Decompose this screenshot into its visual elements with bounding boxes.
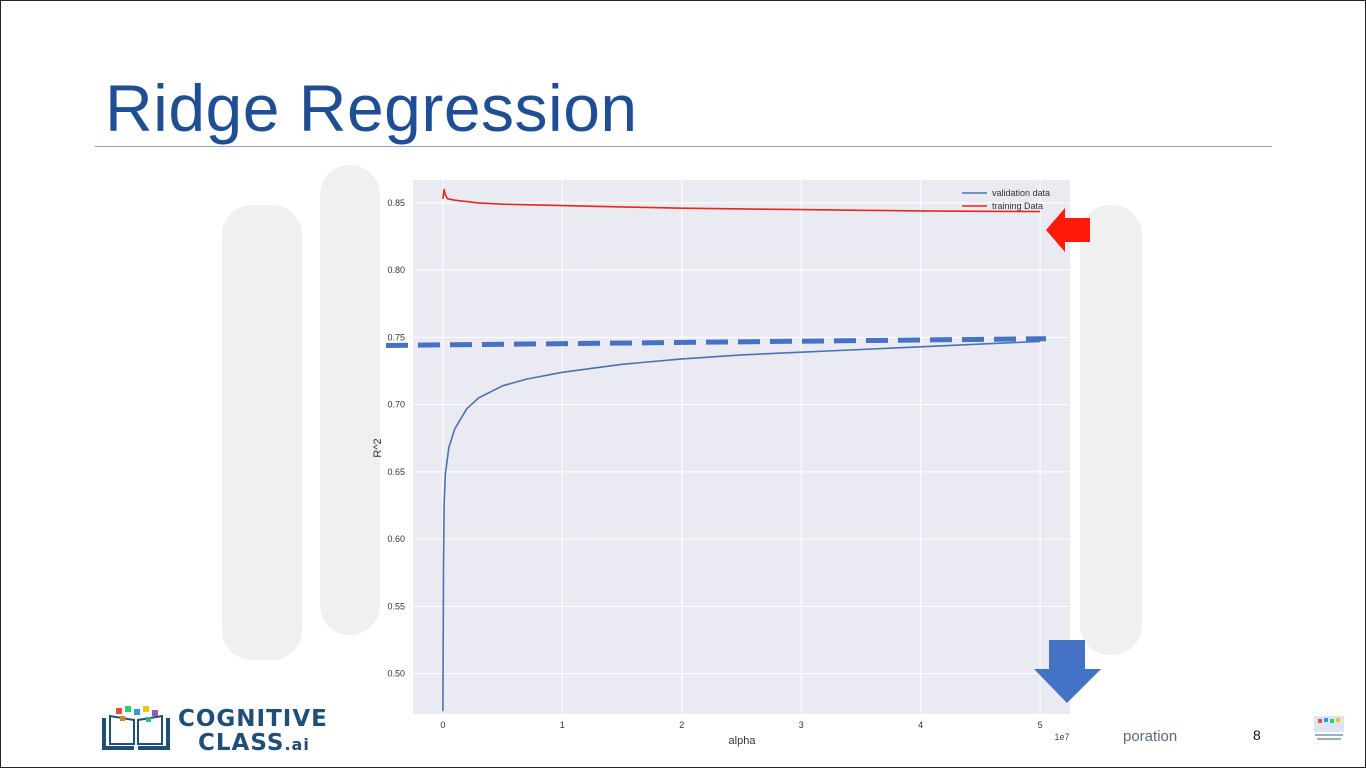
- watermark-shape-mid: [320, 165, 380, 635]
- y-tick-labels: 0.50 0.55 0.60 0.65 0.70 0.75 0.80 0.85: [387, 198, 405, 679]
- logo-line-1: COGNITIVE: [178, 706, 328, 732]
- y-tick-label: 0.60: [387, 534, 405, 544]
- x-tick-label: 3: [799, 720, 804, 730]
- red-arrow-icon: [1046, 208, 1090, 252]
- legend-label-validation: validation data: [992, 188, 1050, 198]
- x-axis-label: alpha: [729, 735, 757, 747]
- series-lines: [442, 188, 1041, 712]
- slide-title: Ridge Regression: [105, 71, 638, 145]
- grid-lines: [413, 180, 1070, 714]
- series-line-training: [442, 188, 1041, 213]
- plot-background: [413, 180, 1070, 714]
- legend: validation data training Data: [962, 188, 1050, 211]
- title-divider: [95, 146, 1272, 147]
- y-tick-label: 0.70: [387, 400, 405, 410]
- y-axis-label: R^2: [372, 438, 384, 457]
- logo-line-2: CLASS.ai: [198, 730, 310, 756]
- partner-badge-icon: [1314, 716, 1344, 740]
- y-tick-label: 0.85: [387, 198, 405, 208]
- x-tick-labels: 0 1 2 3 4 5: [440, 720, 1042, 730]
- footer-text: poration: [1123, 728, 1178, 745]
- y-tick-label: 0.80: [387, 265, 405, 275]
- y-tick-label: 0.55: [387, 601, 405, 611]
- y-tick-label: 0.65: [387, 467, 405, 477]
- series-line-validation: [442, 340, 1041, 712]
- logo-class-text: CLASS: [198, 730, 285, 756]
- x-scale-label: 1e7: [1054, 732, 1069, 742]
- watermark-shape-right: [1080, 205, 1142, 655]
- logo-suffix: .ai: [284, 735, 310, 754]
- y-tick-label: 0.50: [387, 669, 405, 679]
- book-logo-icon: [102, 706, 170, 750]
- x-tick-label: 4: [918, 720, 923, 730]
- x-tick-label: 2: [679, 720, 684, 730]
- y-tick-label: 0.75: [387, 332, 405, 342]
- x-tick-label: 1: [560, 720, 565, 730]
- page-number: 8: [1253, 727, 1261, 743]
- x-tick-label: 5: [1038, 720, 1043, 730]
- legend-label-training: training Data: [992, 201, 1043, 211]
- blue-down-arrow-icon: [1034, 640, 1101, 703]
- watermark-shape-left: [222, 205, 302, 660]
- dashed-reference-line: [385, 336, 1047, 348]
- x-tick-label: 0: [440, 720, 445, 730]
